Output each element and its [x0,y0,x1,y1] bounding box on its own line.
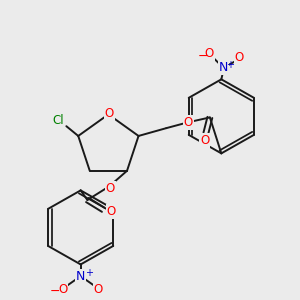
Text: O: O [184,116,193,129]
Text: O: O [235,51,244,64]
Text: O: O [205,47,214,61]
Text: Cl: Cl [52,114,64,127]
Text: O: O [105,107,114,120]
Text: −: − [197,50,208,62]
Text: +: + [85,268,93,278]
Text: O: O [58,283,68,296]
Text: O: O [200,134,209,147]
Text: N: N [76,270,85,283]
Text: −: − [50,285,60,298]
Text: +: + [226,60,234,70]
Text: O: O [106,182,115,195]
Text: N: N [219,61,228,74]
Text: O: O [94,283,103,296]
Text: O: O [106,205,116,218]
